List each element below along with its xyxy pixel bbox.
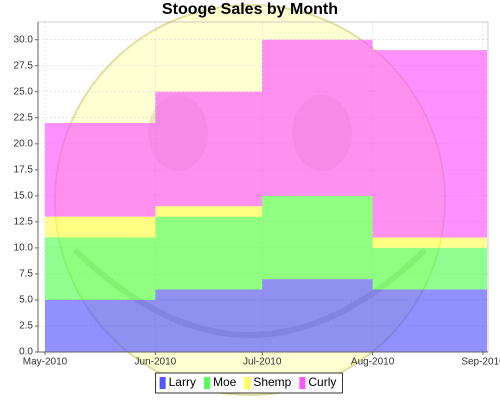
legend-item: Larry (159, 375, 196, 389)
legend-text: Moe (213, 375, 237, 389)
x-tick-label: Aug-2010 (351, 357, 395, 368)
y-tick-label: 27.5 (14, 60, 34, 71)
axes: 0.0 2.5 5.0 7.5 10.0 12.5 15.0 17.5 20.0 22.5 25.0… (14, 22, 500, 368)
y-tick-label: 10.0 (14, 243, 34, 254)
legend-item: Moe (203, 375, 237, 389)
x-tick-label: May-2010 (23, 357, 68, 368)
y-tick-label: 22.5 (14, 112, 34, 123)
y-tick-label: 7.5 (19, 269, 33, 280)
y-tick-label: 12.5 (14, 217, 34, 228)
areas (45, 39, 487, 352)
step-area (45, 279, 487, 352)
legend-text: Curly (308, 375, 336, 389)
chart-title: Stooge Sales by Month (162, 1, 338, 18)
legend: Larry Moe Shemp Curly (155, 372, 343, 394)
legend-swatch (203, 377, 210, 389)
x-tick-label: Jun-2010 (135, 357, 177, 368)
y-tick-label: 25.0 (14, 86, 34, 97)
y-tick-label: 15.0 (14, 190, 34, 201)
y-tick-label: 20.0 (14, 138, 34, 149)
y-tick-label: 17.5 (14, 164, 34, 175)
legend-text: Shemp (253, 375, 291, 389)
legend-item: Shemp (244, 375, 292, 389)
y-tick-label: 0.0 (19, 347, 33, 358)
legend-swatch (159, 377, 166, 389)
step-area (45, 195, 487, 248)
legend-swatch (244, 377, 251, 389)
x-tick-label: Sep-2010 (461, 357, 500, 368)
legend-text: Larry (169, 375, 196, 389)
legend-item: Curly (299, 375, 336, 389)
x-tick-label: Jul-2010 (243, 357, 282, 368)
y-tick-label: 2.5 (19, 321, 33, 332)
step-area (45, 195, 487, 300)
legend-swatch (299, 377, 306, 389)
step-area (45, 39, 487, 238)
y-tick-label: 5.0 (19, 295, 33, 306)
y-tick-label: 30.0 (14, 34, 34, 45)
